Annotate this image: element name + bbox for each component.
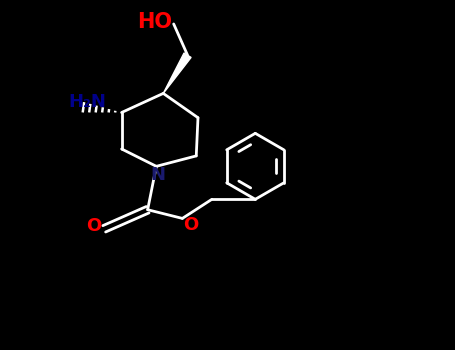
Text: N: N [151, 166, 166, 184]
Text: O: O [86, 217, 101, 235]
Polygon shape [163, 53, 191, 93]
Text: O: O [183, 216, 199, 235]
Text: H₂N: H₂N [68, 93, 106, 111]
Text: HO: HO [137, 12, 172, 32]
